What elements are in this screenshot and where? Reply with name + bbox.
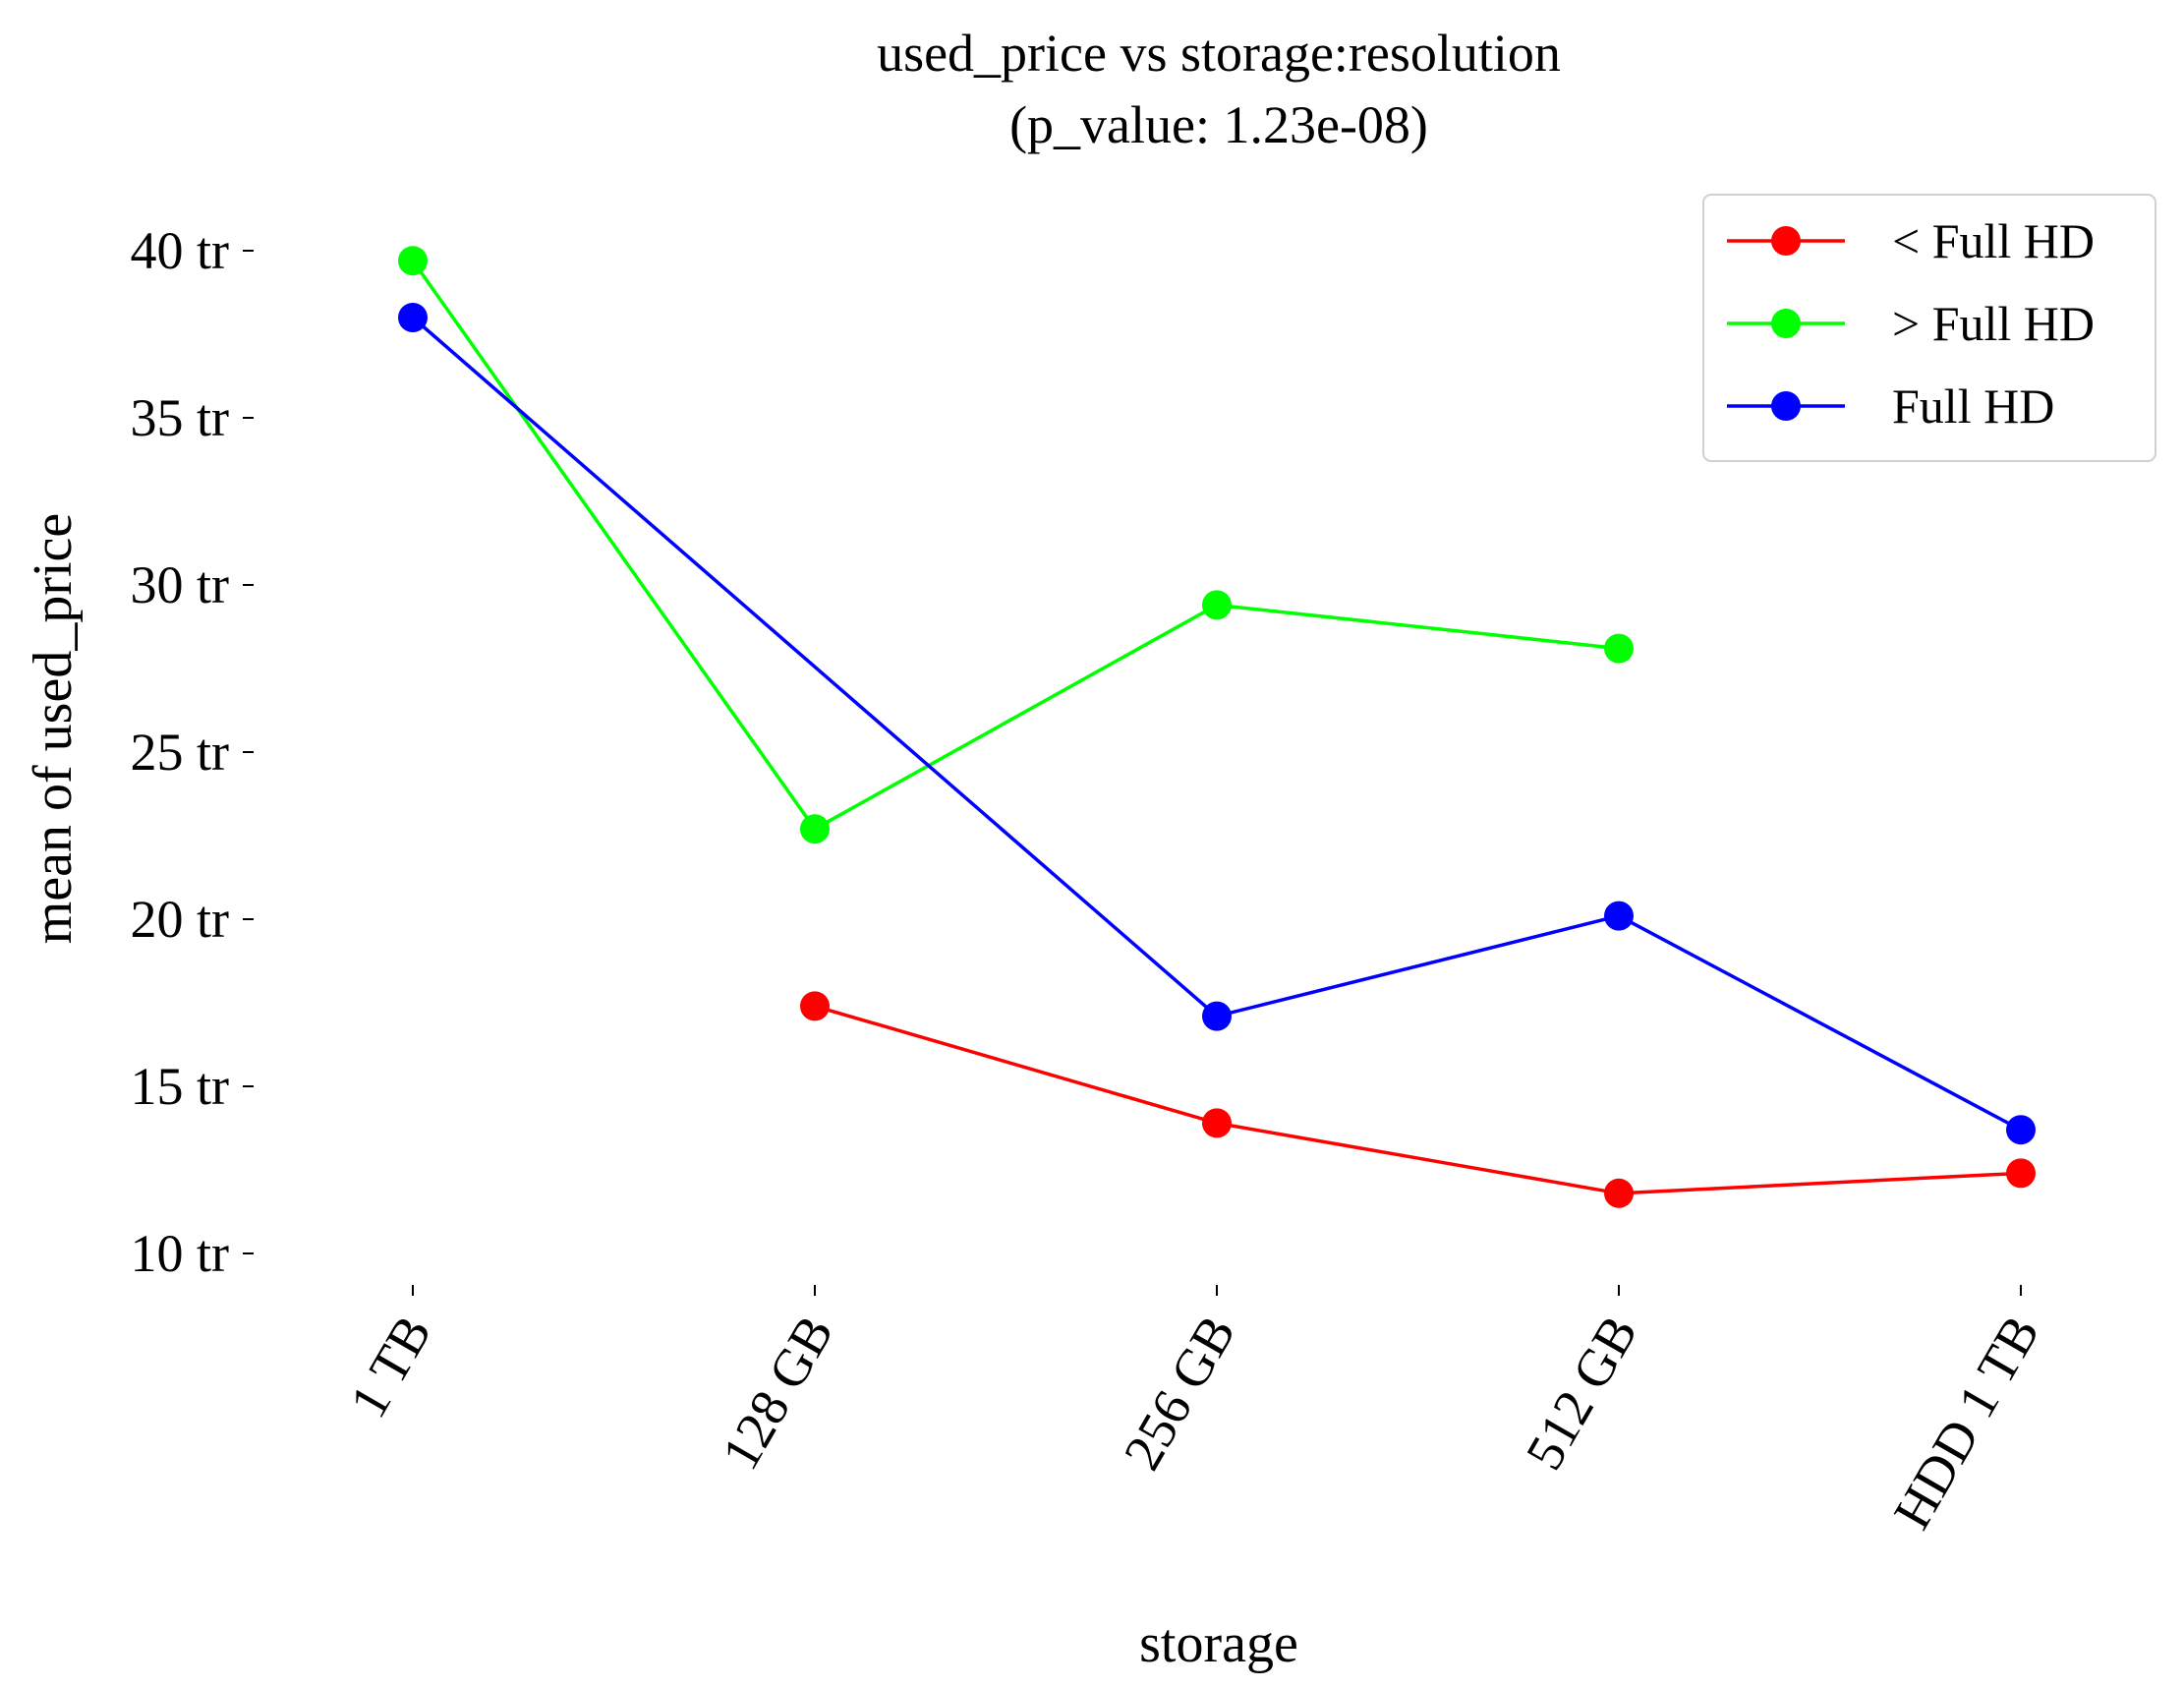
series-line (411, 316, 2022, 1132)
x-tick-label: 256 GB (1113, 1306, 1247, 1480)
data-point (1604, 1178, 1634, 1208)
data-point (1202, 1001, 1232, 1031)
y-tick-label: 15 tr (131, 1057, 230, 1116)
data-point (398, 246, 428, 276)
data-point (1604, 633, 1634, 664)
legend-label: > Full HD (1892, 296, 2095, 351)
chart-subtitle: (p_value: 1.23e-08) (1009, 95, 1428, 154)
legend-marker (1771, 309, 1801, 338)
legend-label: Full HD (1892, 378, 2054, 434)
y-tick-label: 25 tr (131, 723, 230, 782)
series-layer (398, 246, 2036, 1208)
data-point (2006, 1158, 2036, 1189)
y-tick-label: 10 tr (131, 1224, 230, 1283)
data-point (1202, 590, 1232, 620)
legend-marker (1771, 391, 1801, 421)
x-tick-label: HDD 1 TB (1882, 1306, 2050, 1539)
legend-marker (1771, 226, 1801, 256)
series-line (814, 1004, 2022, 1195)
x-tick-label: 512 GB (1515, 1306, 1649, 1480)
chart-title: used_price vs storage:resolution (877, 24, 1561, 83)
y-tick-label: 40 tr (131, 221, 230, 280)
legend-frame (1702, 194, 2156, 462)
y-axis-label: mean of used_price (23, 513, 84, 944)
y-tick-label: 35 tr (131, 388, 230, 447)
data-point (1604, 901, 1634, 931)
data-point (800, 814, 830, 844)
legend: < Full HD > Full HD Full HD (1702, 194, 2156, 462)
y-axis: 10 tr 15 tr 20 tr 25 tr 30 tr 35 tr 40 tr (131, 221, 254, 1283)
x-tick-label: 1 TB (338, 1306, 442, 1427)
y-tick-label: 20 tr (131, 890, 230, 949)
data-point (2006, 1115, 2036, 1145)
data-point (800, 991, 830, 1021)
legend-label: < Full HD (1892, 213, 2095, 268)
data-point (398, 303, 428, 332)
x-tick-label: 128 GB (711, 1306, 845, 1480)
data-point (1202, 1108, 1232, 1138)
x-axis: 1 TB 128 GB 256 GB 512 GB HDD 1 TB (338, 1285, 2050, 1539)
y-tick-label: 30 tr (131, 555, 230, 614)
x-axis-label: storage (1139, 1613, 1298, 1674)
series-line (411, 260, 1620, 832)
